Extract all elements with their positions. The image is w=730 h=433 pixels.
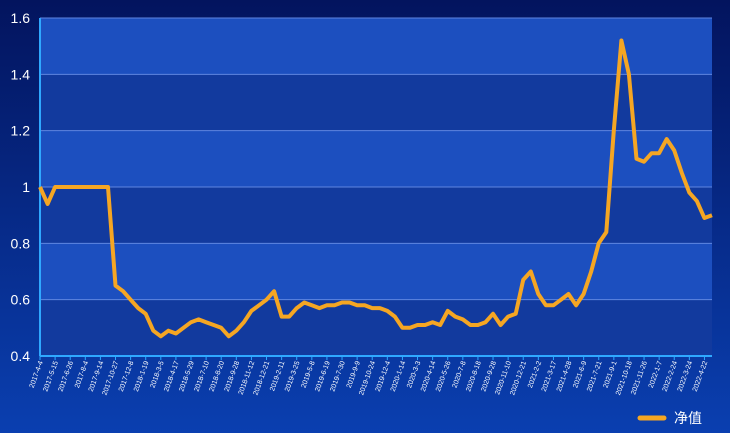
- data-line: [38, 38, 713, 339]
- y-tick-label: 0.6: [11, 292, 31, 308]
- y-tick-label: 0.8: [11, 235, 31, 251]
- y-tick-label: 1: [22, 179, 30, 195]
- plot-band: [40, 243, 712, 300]
- y-tick-label: 0.4: [11, 348, 31, 364]
- y-tick-label: 1.6: [11, 10, 31, 26]
- plot-band: [40, 187, 712, 244]
- legend-label: 净值: [674, 410, 702, 426]
- y-tick-label: 1.4: [11, 66, 31, 82]
- y-tick-label: 1.2: [11, 123, 31, 139]
- plot-band: [40, 18, 712, 75]
- plot-band: [40, 74, 712, 131]
- plot-band: [40, 130, 712, 187]
